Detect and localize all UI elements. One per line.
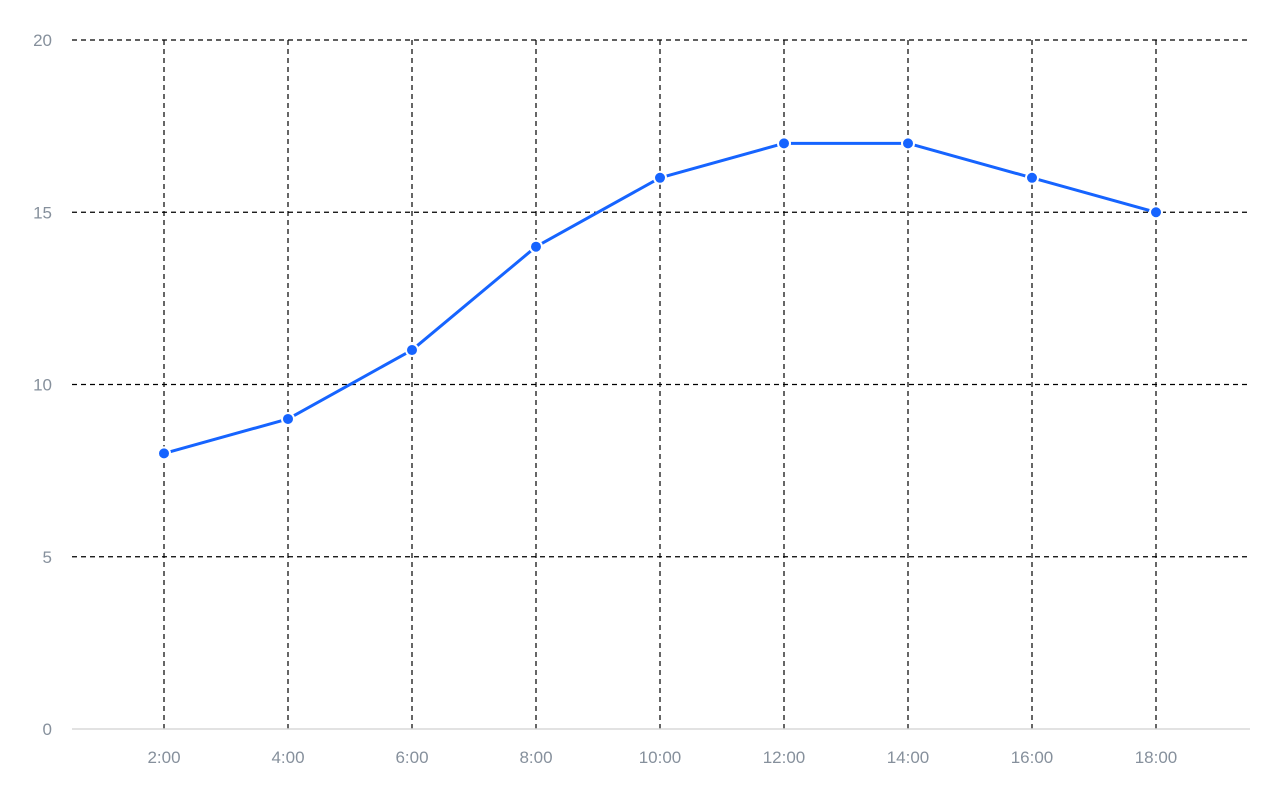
y-grid-lines xyxy=(72,39,1250,558)
y-tick-label: 10 xyxy=(33,376,52,395)
x-tick-label: 14:00 xyxy=(887,748,930,767)
x-tick-label: 12:00 xyxy=(763,748,806,767)
data-point[interactable] xyxy=(529,239,543,254)
x-grid-lines xyxy=(163,40,1157,729)
data-point[interactable] xyxy=(157,446,171,461)
x-tick-label: 8:00 xyxy=(519,748,552,767)
y-tick-label: 5 xyxy=(43,548,52,567)
data-point[interactable] xyxy=(1149,205,1163,220)
x-tick-label: 16:00 xyxy=(1011,748,1054,767)
data-point[interactable] xyxy=(281,411,295,426)
x-axis-tick-labels: 2:00 4:00 6:00 8:00 10:00 12:00 14:00 16:00 18:0… xyxy=(147,748,1177,767)
y-tick-label: 20 xyxy=(33,31,52,50)
data-point[interactable] xyxy=(901,136,915,151)
y-tick-label: 0 xyxy=(43,720,52,739)
x-tick-label: 6:00 xyxy=(395,748,428,767)
series-line xyxy=(162,141,1158,455)
data-point[interactable] xyxy=(653,170,667,185)
y-tick-label: 15 xyxy=(33,203,52,222)
data-point[interactable] xyxy=(405,343,419,358)
data-point[interactable] xyxy=(777,136,791,151)
x-tick-label: 18:00 xyxy=(1135,748,1178,767)
x-tick-label: 2:00 xyxy=(147,748,180,767)
series-group xyxy=(157,136,1163,461)
y-axis-tick-labels: 0 5 10 15 20 xyxy=(33,31,52,739)
x-tick-label: 4:00 xyxy=(271,748,304,767)
data-point[interactable] xyxy=(1025,170,1039,185)
x-tick-label: 10:00 xyxy=(639,748,682,767)
